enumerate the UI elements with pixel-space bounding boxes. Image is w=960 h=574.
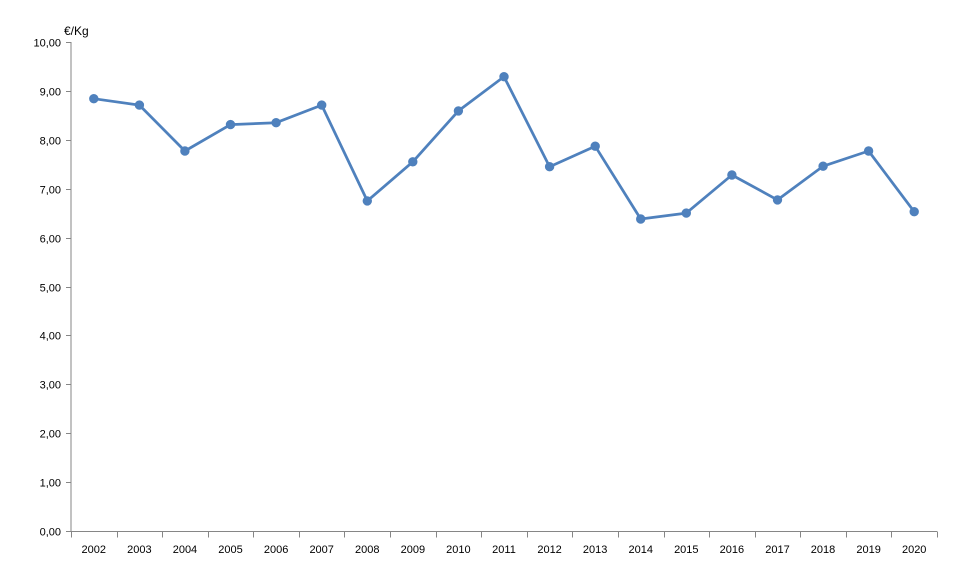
x-tick-label: 2011 xyxy=(492,544,516,556)
data-point xyxy=(544,162,555,172)
x-tick-label: 2007 xyxy=(309,544,333,556)
data-point xyxy=(180,146,190,156)
x-axis: 2002 2003 2004 2005 2006 2007 2008 2009 2010 2011… xyxy=(71,531,938,556)
y-tick-label: 1,00 xyxy=(40,478,61,490)
data-point xyxy=(681,208,691,218)
data-point xyxy=(818,161,828,171)
data-point xyxy=(317,100,327,110)
x-tick-label: 2015 xyxy=(674,544,698,556)
y-tick-label: 4,00 xyxy=(40,331,61,343)
y-tick-label: 3,00 xyxy=(40,380,61,392)
x-tick-label: 2002 xyxy=(82,544,106,556)
y-tick-label: 2,00 xyxy=(40,429,61,441)
data-point xyxy=(453,106,464,116)
x-tick-label: 2003 xyxy=(127,544,151,556)
x-tick-label: 2005 xyxy=(218,544,242,556)
data-point xyxy=(909,207,919,217)
data-point xyxy=(499,72,509,82)
x-tick-label: 2016 xyxy=(720,544,744,556)
data-point xyxy=(362,196,372,206)
y-axis: 0,00 1,00 2,00 3,00 4,00 5,00 6,00 7,00 8,00 9,00… xyxy=(33,38,72,539)
data-point xyxy=(863,146,874,156)
x-tick-label: 2014 xyxy=(628,544,652,556)
y-tick-label: 6,00 xyxy=(40,234,61,246)
y-axis-title: €/Kg xyxy=(64,24,89,38)
data-point xyxy=(89,94,99,104)
data-point xyxy=(772,195,783,205)
series-group xyxy=(89,72,919,224)
y-tick-label: 8,00 xyxy=(40,136,61,148)
data-point xyxy=(636,214,646,224)
data-point xyxy=(271,118,281,128)
y-tick-label: 7,00 xyxy=(40,185,61,197)
y-tick-label: 10,00 xyxy=(33,38,61,50)
series-line xyxy=(92,75,916,221)
data-point xyxy=(408,157,418,167)
y-tick-label: 5,00 xyxy=(40,283,61,295)
x-tick-label: 2008 xyxy=(355,544,379,556)
x-tick-label: 2009 xyxy=(401,544,425,556)
x-tick-label: 2013 xyxy=(583,544,607,556)
data-point xyxy=(590,141,600,151)
data-point xyxy=(134,100,145,110)
data-point xyxy=(225,119,236,130)
x-tick-label: 2012 xyxy=(537,544,561,556)
x-tick-label: 2020 xyxy=(902,544,926,556)
y-tick-label: 0,00 xyxy=(40,527,61,539)
x-tick-label: 2006 xyxy=(264,544,288,556)
x-tick-label: 2010 xyxy=(446,544,470,556)
y-tick-label: 9,00 xyxy=(40,87,61,99)
data-point xyxy=(727,170,737,180)
x-tick-label: 2004 xyxy=(173,544,197,556)
x-tick-label: 2017 xyxy=(765,544,789,556)
x-tick-label: 2018 xyxy=(811,544,835,556)
x-tick-label: 2019 xyxy=(856,544,880,556)
